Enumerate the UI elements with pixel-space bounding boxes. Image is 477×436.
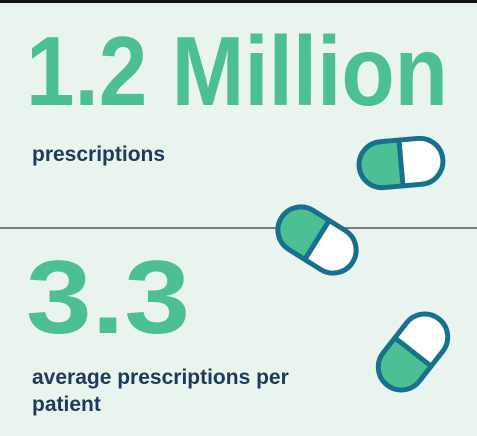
top-rule: [0, 0, 477, 3]
stat-value: 3.3: [26, 240, 190, 356]
stat-label: average prescriptions per patient: [32, 366, 289, 416]
stat-label: prescriptions: [32, 143, 165, 166]
stat-value: 1.2 Million: [26, 16, 448, 126]
pill-icon: [357, 136, 445, 189]
